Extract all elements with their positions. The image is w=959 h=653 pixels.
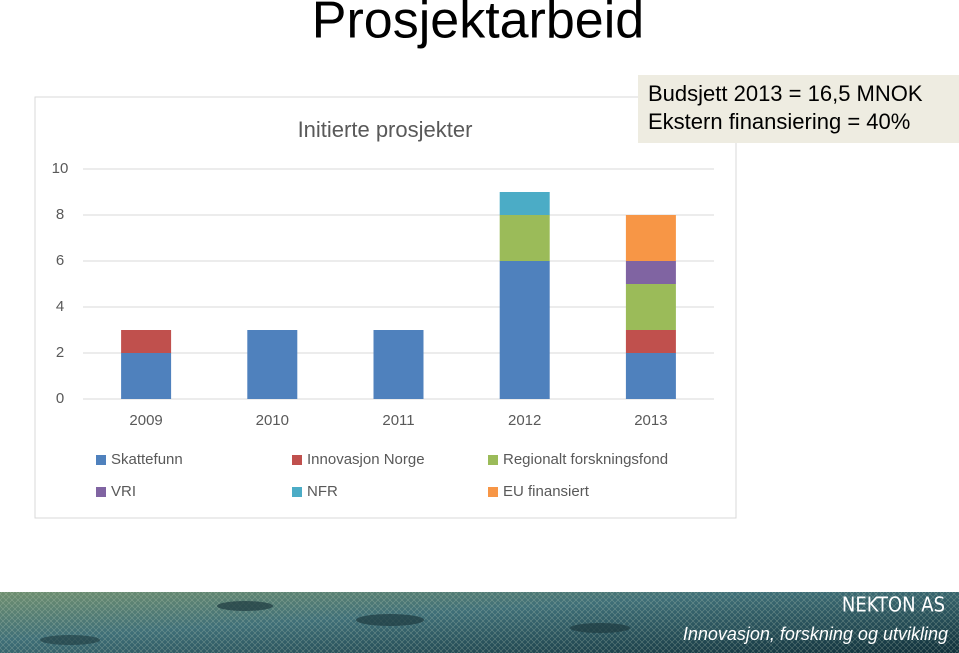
x-tick-label: 2012 xyxy=(508,412,541,429)
y-tick-label: 8 xyxy=(56,206,64,223)
bar-segment xyxy=(121,330,172,353)
y-tick-label: 6 xyxy=(56,252,64,269)
bar-segment xyxy=(121,353,172,399)
x-tick-label: 2010 xyxy=(256,412,289,429)
note-line: Budsjett 2013 = 16,5 MNOK xyxy=(648,81,923,106)
fish xyxy=(217,601,273,611)
bar-segment xyxy=(625,261,676,284)
y-tick-label: 0 xyxy=(56,390,64,407)
footer-tagline: Innovasjon, forskning og utvikling xyxy=(683,624,948,644)
bar-segment xyxy=(247,330,298,399)
bar-segment xyxy=(499,261,550,399)
bar-segment xyxy=(373,330,424,399)
legend-label: Innovasjon Norge xyxy=(307,451,425,468)
fish xyxy=(570,623,630,633)
bar-segment xyxy=(625,284,676,330)
x-tick-label: 2009 xyxy=(129,412,162,429)
y-tick-label: 2 xyxy=(56,344,64,361)
note-line: Ekstern finansiering = 40% xyxy=(648,109,910,134)
x-tick-label: 2013 xyxy=(634,412,667,429)
legend-label: Skattefunn xyxy=(111,451,183,468)
footer-company: NEKTON AS xyxy=(842,593,945,617)
fish xyxy=(356,614,424,626)
note-box xyxy=(638,75,959,143)
legend-swatch xyxy=(488,487,498,497)
bar-segment xyxy=(625,330,676,353)
legend-label: EU finansiert xyxy=(503,483,590,500)
fish xyxy=(40,635,100,645)
legend-label: VRI xyxy=(111,483,136,500)
y-tick-label: 10 xyxy=(52,160,69,177)
bar-segment xyxy=(499,215,550,261)
legend-swatch xyxy=(292,487,302,497)
footer-net xyxy=(0,592,959,653)
y-tick-label: 4 xyxy=(56,298,64,315)
legend-label: NFR xyxy=(307,483,338,500)
x-tick-label: 2011 xyxy=(382,412,414,429)
legend-swatch xyxy=(96,487,106,497)
bar-segment xyxy=(625,353,676,399)
legend-swatch xyxy=(292,455,302,465)
bar-segment xyxy=(625,215,676,261)
legend-label: Regionalt forskningsfond xyxy=(503,451,668,468)
chart-title: Initierte prosjekter xyxy=(298,117,473,142)
legend-swatch xyxy=(488,455,498,465)
legend-swatch xyxy=(96,455,106,465)
bar-segment xyxy=(499,192,550,215)
slide-title: Prosjektarbeid xyxy=(312,0,644,50)
